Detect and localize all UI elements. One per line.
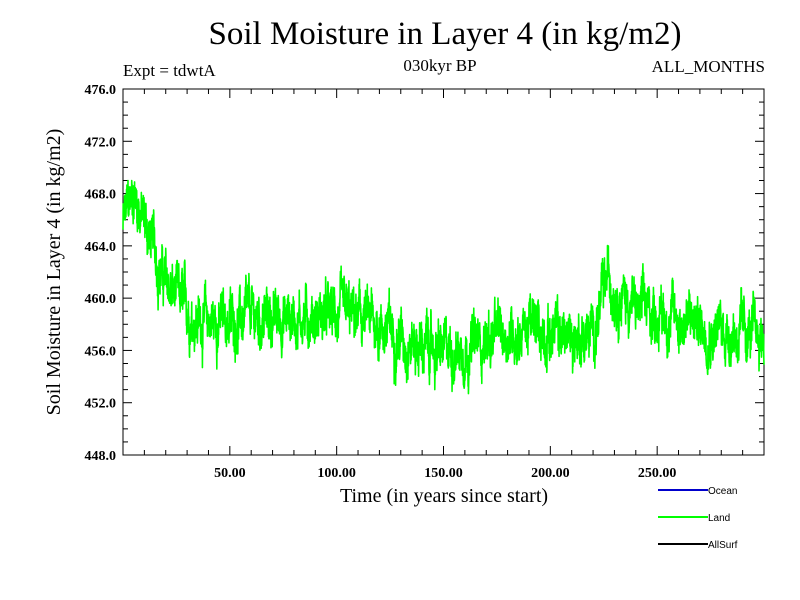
- x-axis-title: Time (in years since start): [340, 485, 548, 507]
- chart-subtitle: 030kyr BP: [403, 56, 477, 75]
- y-tick-label: 452.0: [85, 397, 117, 412]
- y-tick-label: 476.0: [85, 83, 117, 98]
- legend-label-allsurf: AllSurf: [708, 540, 738, 551]
- legend: Ocean Land AllSurf: [658, 486, 738, 551]
- legend-label-ocean: Ocean: [708, 486, 737, 497]
- y-tick-label: 448.0: [85, 449, 117, 464]
- legend-label-land: Land: [708, 513, 730, 524]
- x-tick-label: 50.00: [214, 466, 246, 481]
- y-tick-label: 456.0: [85, 344, 117, 359]
- y-tick-label: 472.0: [85, 135, 117, 150]
- y-axis-title: Soil Moisture in Layer 4 (in kg/m2): [43, 129, 65, 416]
- experiment-label: Expt = tdwtA: [123, 61, 216, 80]
- chart-title: Soil Moisture in Layer 4 (in kg/m2): [208, 16, 682, 52]
- y-tick-label: 468.0: [85, 188, 117, 203]
- x-tick-label: 200.00: [531, 466, 570, 481]
- x-tick-label: 250.00: [638, 466, 677, 481]
- series-land-line: [122, 179, 765, 395]
- x-axis: 50.00 100.00 150.00 200.00 250.00: [143, 89, 744, 481]
- y-tick-label: 464.0: [85, 240, 117, 255]
- plot-area: [122, 88, 765, 456]
- y-tick-label: 460.0: [85, 292, 117, 307]
- x-tick-label: 150.00: [424, 466, 463, 481]
- period-label: ALL_MONTHS: [651, 57, 765, 76]
- x-tick-label: 100.00: [317, 466, 356, 481]
- y-axis: 448.0 452.0 456.0 460.0 464.0 468.0 472.0 476.0: [85, 83, 764, 464]
- series-layer: [122, 179, 765, 395]
